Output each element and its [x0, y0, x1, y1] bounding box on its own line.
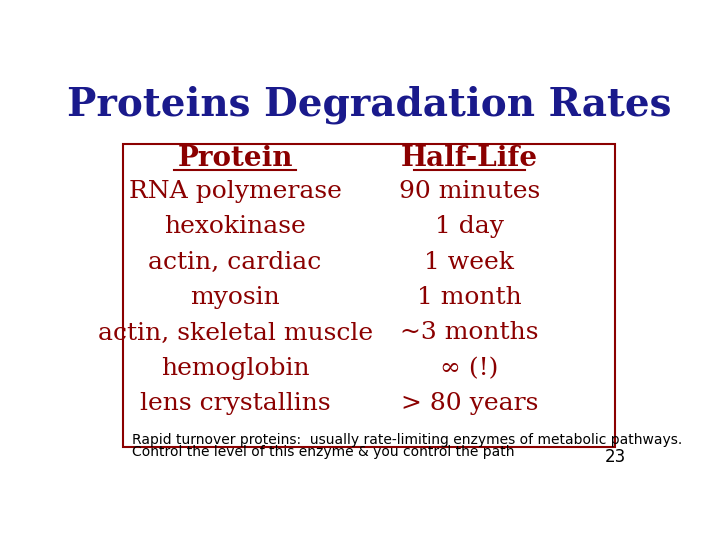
Text: lens crystallins: lens crystallins [140, 392, 330, 415]
Text: RNA polymerase: RNA polymerase [129, 180, 341, 203]
Text: > 80 years: > 80 years [401, 392, 538, 415]
Text: Protein: Protein [177, 145, 293, 172]
FancyBboxPatch shape [124, 144, 615, 447]
Text: 90 minutes: 90 minutes [399, 180, 540, 203]
Text: 23: 23 [604, 448, 626, 466]
Text: 1 day: 1 day [435, 215, 504, 239]
Text: actin, skeletal muscle: actin, skeletal muscle [97, 321, 373, 345]
Text: Control the level of this enzyme & you control the path: Control the level of this enzyme & you c… [132, 446, 514, 459]
Text: 1 week: 1 week [425, 251, 515, 274]
Text: ∞ (!): ∞ (!) [440, 357, 499, 380]
Text: ~3 months: ~3 months [400, 321, 539, 345]
Text: Rapid turnover proteins:  usually rate-limiting enzymes of metabolic pathways.: Rapid turnover proteins: usually rate-li… [132, 433, 682, 447]
Text: myosin: myosin [190, 286, 280, 309]
Text: actin, cardiac: actin, cardiac [148, 251, 322, 274]
Text: 1 month: 1 month [417, 286, 522, 309]
Text: hexokinase: hexokinase [164, 215, 306, 239]
Text: hemoglobin: hemoglobin [161, 357, 310, 380]
Text: Proteins Degradation Rates: Proteins Degradation Rates [67, 85, 671, 124]
Text: Half-Life: Half-Life [401, 145, 538, 172]
